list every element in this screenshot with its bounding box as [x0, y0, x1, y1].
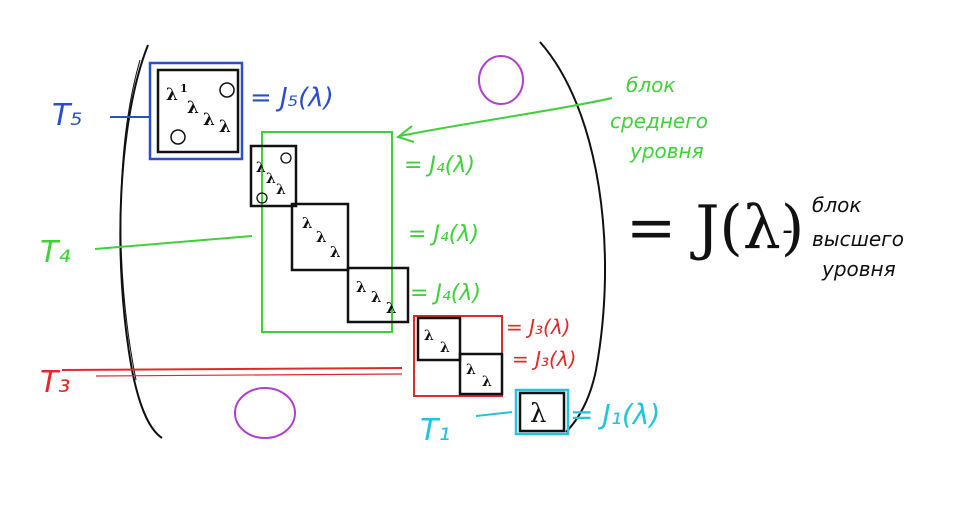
t5-lambda-3: λ	[203, 110, 215, 130]
j3-formula-2: = J₃(λ)	[512, 347, 576, 371]
t4-1-lambda-2: λ	[266, 171, 276, 187]
t4-block-frame	[261, 131, 393, 333]
t5-zero-bottom	[170, 129, 186, 145]
matrix-left-bracket-double	[120, 59, 141, 381]
t1-pointer-line	[475, 411, 513, 417]
t5-zero-top	[219, 82, 235, 98]
matrix-right-bracket	[539, 41, 607, 433]
t1-block-frame	[514, 388, 570, 436]
big-j-formula: = J(λ)	[626, 193, 804, 263]
t4-jordan-box-1	[249, 144, 298, 208]
t4-label: T₄	[40, 235, 70, 270]
t3-1-lambda-1: λ	[424, 328, 434, 344]
t5-lambda-2: λ	[187, 98, 199, 118]
t5-label: T₅	[52, 98, 82, 133]
t5-jordan-box	[156, 68, 240, 154]
t4-jordan-box-3	[346, 266, 410, 324]
t5-one-1: 1	[180, 82, 188, 95]
mid-note-line1: блок	[626, 73, 675, 97]
zero-circle-bottom	[234, 387, 296, 439]
j4-formula-3: = J₄(λ)	[410, 281, 481, 306]
high-note-dash: -	[782, 213, 793, 248]
mid-level-arrowhead	[395, 125, 415, 143]
high-note-line3: уровня	[821, 257, 896, 281]
t3-label: T₃	[40, 365, 70, 400]
matrix-left-bracket	[119, 44, 163, 439]
t3-1-lambda-2: λ	[440, 340, 450, 356]
t4-1-lambda-3: λ	[276, 182, 286, 198]
t4-3-lambda-3: λ	[386, 299, 397, 317]
t4-2-lambda-2: λ	[316, 228, 327, 246]
t4-1-zero-bottom	[256, 192, 268, 204]
t1-label: T₁	[420, 413, 450, 448]
t3-pointer-line-2	[95, 373, 403, 377]
t5-lambda-4: λ	[219, 117, 231, 137]
mid-note-line2: среднего	[610, 109, 708, 133]
t4-2-lambda-3: λ	[330, 243, 341, 261]
t3-jordan-box-2	[458, 352, 504, 396]
t4-jordan-box-2	[290, 202, 350, 272]
zero-circle-top	[478, 55, 524, 105]
t4-3-lambda-2: λ	[371, 288, 382, 306]
t3-2-lambda-2: λ	[482, 374, 492, 390]
j3-formula-1: = J₃(λ)	[506, 315, 570, 339]
high-note-line2: высшего	[812, 227, 904, 251]
t4-3-lambda-1: λ	[356, 278, 367, 296]
j5-formula: = J₅(λ)	[250, 83, 334, 113]
t3-jordan-box-1	[416, 316, 462, 362]
t1-jordan-box	[518, 391, 566, 433]
j4-formula-2: = J₄(λ)	[408, 222, 479, 247]
mid-level-arrow	[399, 97, 613, 137]
t5-block-frame	[148, 61, 244, 161]
high-note-line1: блок	[812, 193, 861, 217]
j4-formula-1: = J₄(λ)	[404, 153, 475, 178]
t1-lambda: λ	[530, 399, 546, 429]
t4-1-lambda-1: λ	[256, 160, 266, 176]
t4-2-lambda-1: λ	[302, 214, 313, 232]
t3-pointer-line	[61, 367, 403, 371]
j1-formula: = J₁(λ)	[570, 398, 660, 431]
t4-1-zero-top	[280, 152, 292, 164]
mid-note-line3: уровня	[629, 139, 704, 163]
t5-lambda-1: λ	[166, 85, 178, 105]
t3-2-lambda-1: λ	[466, 362, 476, 378]
t4-pointer-line	[94, 235, 253, 250]
